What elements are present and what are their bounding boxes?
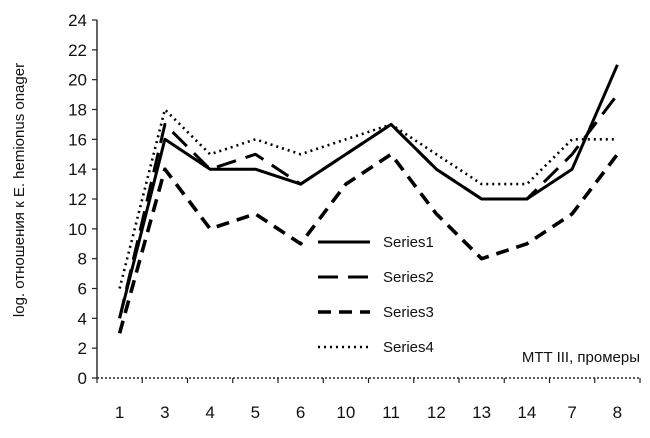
y-axis-title: log. отношения к E. hemionus onager [11, 63, 28, 317]
y-tick-label: 16 [68, 130, 87, 149]
series-line-4 [118, 108, 618, 289]
y-tick-label: 6 [78, 280, 87, 299]
x-tick-label: 14 [517, 403, 536, 422]
x-tick-label: 10 [336, 403, 355, 422]
axes [96, 20, 640, 379]
legend-label-1: Series1 [383, 234, 434, 251]
x-tick-label: 13 [472, 403, 491, 422]
legend-label-3: Series3 [383, 304, 434, 321]
x-tick-label: 11 [382, 403, 400, 422]
y-tick-label: 10 [68, 220, 87, 239]
series-line-1 [118, 64, 619, 319]
x-tick-label: 3 [160, 403, 169, 422]
y-tick-label: 8 [78, 250, 87, 269]
y-tick-label: 20 [68, 71, 87, 90]
x-tick-label: 8 [613, 403, 622, 422]
x-tick-label: 6 [296, 403, 305, 422]
y-tick-label: 18 [68, 101, 87, 120]
y-tick-label: 2 [78, 339, 87, 358]
y-tick-label: 12 [68, 190, 87, 209]
x-tick-label: 1 [115, 403, 124, 422]
x-ticks: 1 3 4 5 6 10 11 12 13 14 7 8 [96, 378, 641, 422]
x-tick-label: 5 [251, 403, 260, 422]
series-line-3 [117, 152, 619, 334]
x-tick-label: 4 [205, 403, 214, 422]
series-line-2 [118, 93, 619, 319]
y-tick-label: 0 [78, 369, 87, 388]
y-tick-label: 24 [68, 11, 87, 30]
legend: Series1 Series2 Series3 Series4 [318, 234, 434, 356]
y-tick-label: 22 [68, 41, 87, 60]
y-tick-label: 14 [68, 160, 87, 179]
x-tick-label: 12 [427, 403, 446, 422]
x-tick-label: 7 [567, 403, 576, 422]
x-axis-title: MTT III, промеры [522, 349, 640, 366]
series-lines [117, 64, 619, 334]
legend-label-4: Series4 [383, 339, 434, 356]
y-tick-label: 4 [78, 309, 87, 328]
legend-label-2: Series2 [383, 269, 434, 286]
